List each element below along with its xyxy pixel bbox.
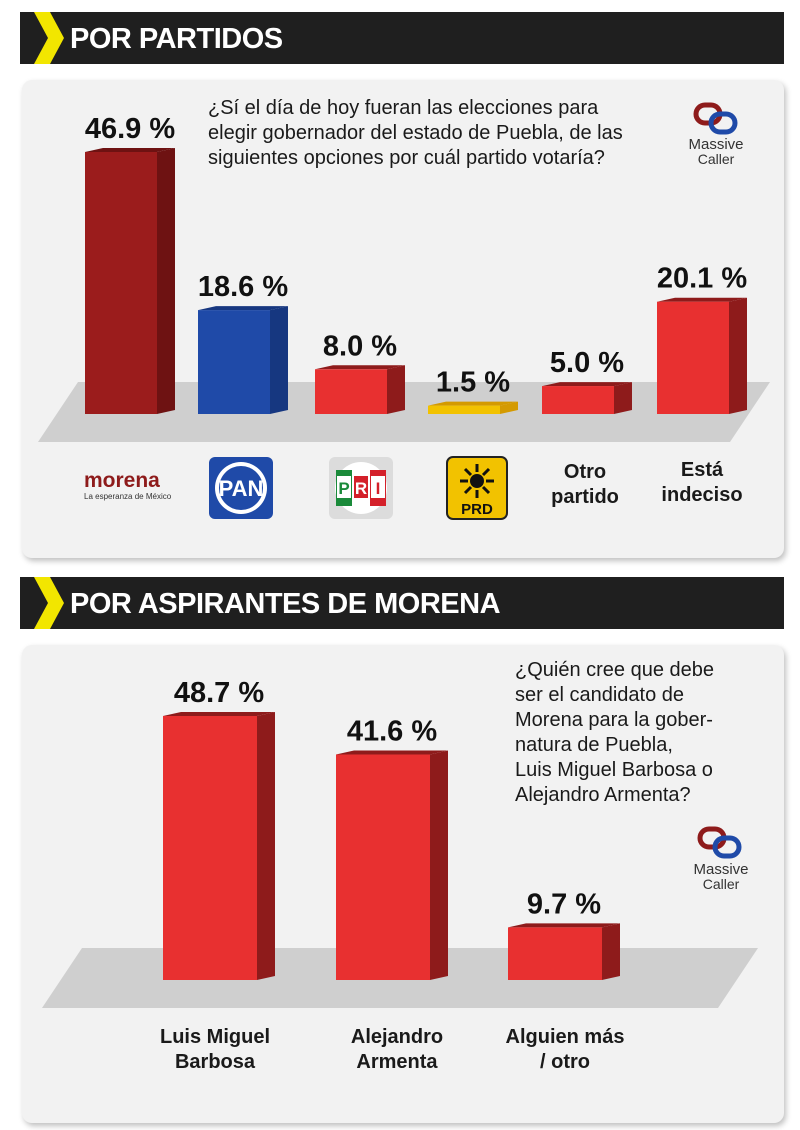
chart-question: ¿Sí el día de hoy fueran las elecciones … [208, 96, 648, 171]
bar-side [500, 401, 518, 414]
pan-logo: PAN [209, 457, 273, 519]
bar [657, 301, 729, 414]
label-line: Alguien más [505, 1026, 625, 1048]
data-label: 1.5 % [436, 367, 510, 399]
question-line: Luis Miguel Barbosa o [515, 759, 713, 781]
data-label: 18.6 % [198, 271, 288, 303]
morena-logo: morena [84, 469, 160, 492]
label-line: Barbosa [174, 1051, 256, 1073]
bar-side [257, 712, 275, 980]
chevron-right-icon [34, 12, 64, 64]
data-label: 9.7 % [527, 888, 601, 920]
sun-icon [460, 464, 494, 498]
section-header-aspirantes: POR ASPIRANTES DE MORENA [20, 577, 784, 629]
bar [198, 310, 270, 414]
label-line: Luis Miguel [160, 1026, 270, 1048]
section-title: POR ASPIRANTES DE MORENA [70, 588, 501, 620]
question-line: ¿Quién cree que debe [515, 659, 715, 681]
bar [542, 386, 614, 414]
brand-line: Caller [697, 151, 735, 167]
pri-letter: I [376, 479, 381, 498]
bar-side [270, 306, 288, 414]
brand-line: Massive [688, 136, 744, 153]
bar-top [657, 297, 747, 302]
question-line: Morena para la gober- [515, 709, 713, 731]
label-line: Armenta [356, 1051, 438, 1073]
massive-caller-logo [697, 826, 742, 859]
bar [163, 716, 257, 980]
pri-letter: R [355, 479, 367, 498]
pri-letter: P [338, 479, 349, 498]
pan-letters: PAN [219, 476, 264, 501]
bar [315, 369, 387, 414]
question-line: ¿Sí el día de hoy fueran las elecciones … [208, 97, 599, 119]
prd-logo: PRD [446, 456, 508, 520]
bar-side [729, 297, 747, 414]
bar-side [387, 365, 405, 414]
label-line: Está [680, 459, 724, 481]
morena-tagline: La esperanza de México [84, 492, 172, 501]
bar-top [315, 365, 405, 370]
bar-top [163, 712, 275, 716]
massive-caller-logo [693, 102, 738, 135]
question-line: ser el candidato de [515, 684, 685, 706]
bar-top [85, 148, 175, 152]
question-line: siguientes opciones por cuál partido vot… [208, 147, 605, 169]
data-label: 46.9 % [85, 113, 175, 145]
bar-side [157, 148, 175, 414]
label-line: Alejandro [350, 1026, 444, 1048]
bar [508, 927, 602, 980]
data-label: 20.1 % [657, 263, 747, 295]
category-label-armenta: Alejandro Armenta [322, 1025, 472, 1075]
data-label: 5.0 % [550, 347, 624, 379]
label-line: partido [551, 486, 619, 508]
brand-text: Massive Caller [676, 862, 766, 891]
prd-letters: PRD [461, 501, 493, 518]
pri-logo: P R I [329, 457, 393, 519]
chevron-right-icon [34, 577, 64, 629]
bar-top [428, 401, 518, 406]
label-line: Otro [563, 461, 607, 483]
bar [85, 152, 157, 414]
bar-side [602, 923, 620, 980]
question-line: natura de Puebla, [515, 734, 673, 756]
bar [428, 405, 500, 414]
brand-line: Massive [693, 861, 749, 878]
category-label-barbosa: Luis Miguel Barbosa [140, 1025, 290, 1075]
brand-text: Massive Caller [671, 137, 761, 166]
brand-line: Caller [702, 876, 740, 892]
question-line: elegir gobernador del estado de Puebla, … [208, 122, 623, 144]
section-header-partidos: POR PARTIDOS [20, 12, 784, 64]
question-line: Alejandro Armenta? [515, 784, 691, 806]
chart-question: ¿Quién cree que debe ser el candidato de… [515, 658, 765, 808]
bar-side [430, 750, 448, 980]
category-label-otro: Alguien más / otro [490, 1025, 640, 1075]
category-label-otro: Otro partido [530, 460, 640, 510]
bar-top [542, 382, 632, 387]
category-label-indeciso: Está indeciso [647, 458, 757, 508]
label-line: indeciso [661, 484, 743, 506]
section-title: POR PARTIDOS [70, 23, 283, 55]
bar-top [336, 750, 448, 755]
bar [336, 754, 430, 980]
data-label: 48.7 % [174, 677, 264, 709]
bar-side [614, 382, 632, 414]
bar-top [198, 306, 288, 311]
bar-top [508, 923, 620, 928]
label-line: / otro [540, 1051, 590, 1073]
data-label: 8.0 % [323, 330, 397, 362]
data-label: 41.6 % [347, 715, 437, 747]
